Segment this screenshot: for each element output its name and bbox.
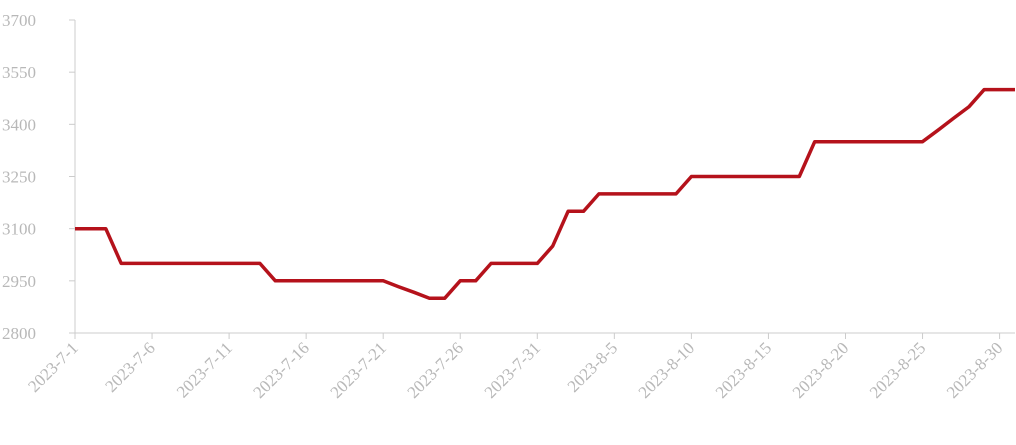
x-tick-label: 2023-7-16 — [249, 338, 313, 402]
y-tick-label: 3700 — [2, 11, 36, 30]
x-tick-label: 2023-7-31 — [481, 338, 545, 402]
x-tick-label: 2023-8-20 — [789, 338, 853, 402]
x-tick-label: 2023-8-15 — [712, 338, 776, 402]
x-tick-label: 2023-7-1 — [24, 338, 82, 396]
y-tick-label: 3400 — [2, 115, 36, 134]
x-tick-label: 2023-8-25 — [866, 338, 930, 402]
y-tick-label: 2950 — [2, 272, 36, 291]
x-tick-label: 2023-7-21 — [327, 338, 391, 402]
price-line — [75, 87, 1015, 300]
x-tick-label: 2023-8-30 — [943, 338, 1007, 402]
y-tick-label: 3250 — [2, 168, 36, 187]
y-tick-label: 2800 — [2, 324, 36, 343]
y-tick-label: 3550 — [2, 63, 36, 82]
x-tick-label: 2023-7-11 — [173, 338, 236, 401]
x-tick-label: 2023-7-26 — [404, 338, 468, 402]
x-tick-label: 2023-8-10 — [635, 338, 699, 402]
x-tick-label: 2023-7-6 — [101, 338, 159, 396]
x-tick-label: 2023-8-5 — [564, 338, 622, 396]
y-tick-label: 3100 — [2, 220, 36, 239]
